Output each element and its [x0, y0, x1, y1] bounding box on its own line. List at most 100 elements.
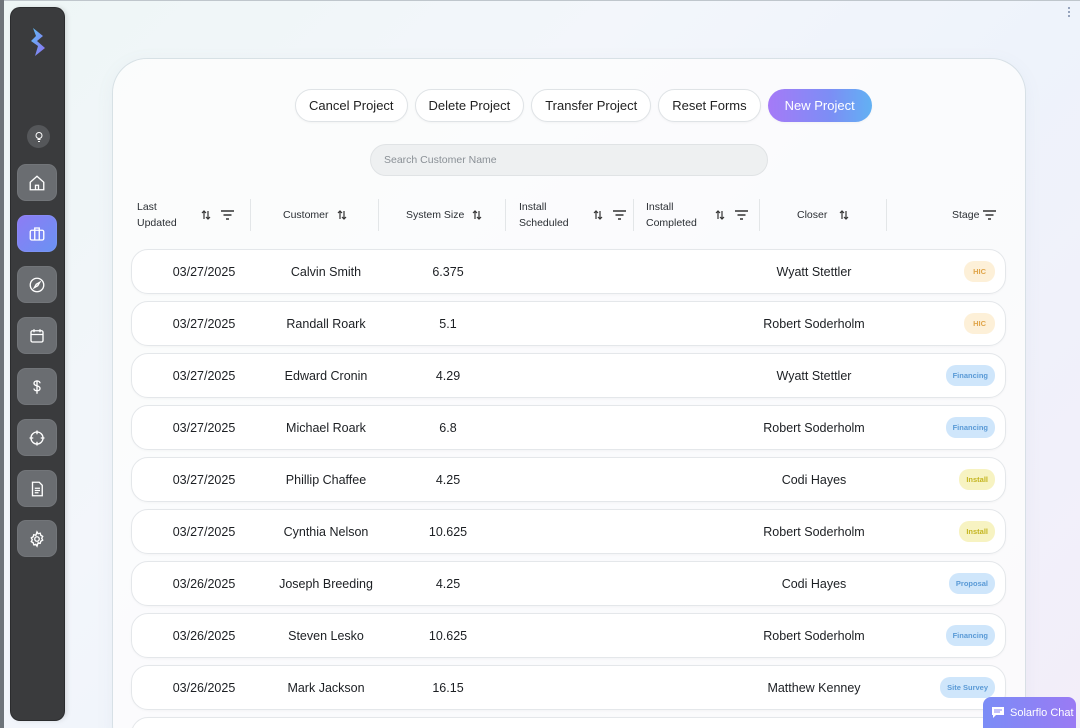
row-last-updated: 03/27/2025 [172, 316, 236, 331]
nav-finance-button[interactable] [17, 368, 57, 405]
row-stage: Site Survey [915, 666, 995, 709]
lightbulb-icon[interactable] [27, 125, 50, 148]
action-bar: Cancel Project Delete Project Transfer P… [295, 89, 872, 122]
row-customer: Steven Lesko [288, 628, 364, 643]
table-row[interactable]: 03/26/2025 Mark Jackson 16.15 Matthew Ke… [131, 665, 1006, 710]
filter-icon[interactable] [220, 210, 234, 220]
home-icon [29, 174, 45, 190]
table-row[interactable]: 03/26/2025 Steven Lesko 10.625 Robert So… [131, 613, 1006, 658]
sidebar [11, 8, 64, 720]
col-install-scheduled-label: Install Scheduled [519, 201, 569, 229]
row-last-updated: 03/26/2025 [172, 680, 236, 695]
calendar-icon [30, 328, 44, 343]
sort-icon[interactable] [472, 210, 482, 220]
chat-button[interactable]: Solarflo Chat [983, 697, 1076, 728]
sort-icon[interactable] [593, 210, 603, 220]
briefcase-icon [29, 226, 45, 241]
row-closer: Codi Hayes [781, 472, 847, 487]
table-row[interactable]: 03/27/2025 Phillip Chaffee 4.25 Codi Hay… [131, 457, 1006, 502]
reset-forms-button[interactable]: Reset Forms [658, 89, 761, 122]
sort-icon[interactable] [839, 210, 849, 220]
col-stage[interactable]: Stage [952, 199, 997, 231]
search-input[interactable] [370, 144, 768, 176]
row-customer: Joseph Breeding [279, 576, 373, 591]
col-install-scheduled[interactable]: Install Scheduled [519, 199, 626, 231]
row-customer: Mark Jackson [287, 680, 365, 695]
row-closer: Wyatt Stettler [776, 368, 852, 383]
filter-icon[interactable] [612, 210, 626, 220]
table-row[interactable]: 03/27/2025 Randall Roark 5.1 Robert Sode… [131, 301, 1006, 346]
new-project-button[interactable]: New Project [767, 89, 872, 122]
col-closer[interactable]: Closer [797, 199, 849, 231]
table-row[interactable]: 03/27/2025 Calvin Smith 6.375 Wyatt Stet… [131, 249, 1006, 294]
cancel-project-button[interactable]: Cancel Project [295, 89, 408, 122]
row-system-size: 4.25 [435, 472, 461, 487]
row-system-size: 16.15 [432, 680, 464, 695]
table-row[interactable]: 03/27/2025 Michael Roark 6.8 Robert Sode… [131, 405, 1006, 450]
col-install-completed-label: Install Completed [646, 201, 697, 229]
dollar-icon [33, 379, 41, 394]
col-customer-label: Customer [283, 209, 329, 221]
row-last-updated: 03/27/2025 [172, 472, 236, 487]
col-system-size[interactable]: System Size [406, 199, 482, 231]
nav-documents-button[interactable] [17, 470, 57, 507]
delete-project-button[interactable]: Delete Project [414, 89, 525, 122]
col-last-updated-label: Last Updated [137, 201, 177, 229]
filter-icon[interactable] [983, 210, 997, 220]
logo-icon[interactable] [27, 28, 49, 56]
row-last-updated: 03/27/2025 [172, 420, 236, 435]
table-row[interactable]: 03/27/2025 Cynthia Nelson 10.625 Robert … [131, 509, 1006, 554]
stage-badge: Install [959, 469, 995, 490]
column-divider [505, 199, 506, 231]
row-closer: Matthew Kenney [767, 680, 861, 695]
nav-home-button[interactable] [17, 164, 57, 201]
column-divider [886, 199, 887, 231]
row-system-size: 6.375 [432, 264, 464, 279]
nav-target-button[interactable] [17, 419, 57, 456]
col-system-size-label: System Size [406, 209, 465, 221]
row-last-updated: 03/27/2025 [172, 368, 236, 383]
row-system-size: 4.29 [435, 368, 461, 383]
table-header: Last Updated Customer System Size Instal… [131, 199, 1005, 231]
document-icon [31, 481, 43, 496]
col-last-updated[interactable]: Last Updated [137, 199, 234, 231]
sort-icon[interactable] [337, 210, 347, 220]
nav-calendar-button[interactable] [17, 317, 57, 354]
column-divider [250, 199, 251, 231]
nav-settings-button[interactable] [17, 520, 57, 557]
row-system-size: 10.625 [428, 524, 468, 539]
table-row[interactable] [131, 717, 1006, 728]
row-customer: Cynthia Nelson [283, 524, 369, 539]
row-last-updated: 03/27/2025 [172, 264, 236, 279]
row-closer: Robert Soderholm [763, 524, 865, 539]
col-closer-label: Closer [797, 209, 828, 221]
sort-icon[interactable] [715, 210, 725, 220]
row-last-updated: 03/26/2025 [172, 628, 236, 643]
filter-icon[interactable] [734, 210, 748, 220]
transfer-project-button[interactable]: Transfer Project [531, 89, 652, 122]
row-stage: HIC [915, 302, 995, 345]
stage-badge: Financing [945, 625, 995, 646]
row-stage: HIC [915, 250, 995, 293]
window-left-edge [0, 0, 4, 728]
stage-badge: HIC [964, 313, 995, 334]
table-row[interactable]: 03/26/2025 Joseph Breeding 4.25 Codi Hay… [131, 561, 1006, 606]
sort-icon[interactable] [201, 210, 211, 220]
col-stage-label: Stage [952, 209, 980, 221]
column-divider [633, 199, 634, 231]
stage-badge: Proposal [948, 573, 995, 594]
row-system-size: 4.25 [435, 576, 461, 591]
nav-projects-button[interactable] [17, 215, 57, 252]
row-system-size: 10.625 [428, 628, 468, 643]
stage-badge: Financing [945, 417, 995, 438]
nav-explore-button[interactable] [17, 266, 57, 303]
kebab-menu-icon[interactable] [1067, 7, 1071, 19]
row-stage: Install [915, 510, 995, 553]
col-customer[interactable]: Customer [283, 199, 347, 231]
table-row[interactable]: 03/27/2025 Edward Cronin 4.29 Wyatt Stet… [131, 353, 1006, 398]
row-stage: Financing [915, 406, 995, 449]
col-install-completed[interactable]: Install Completed [646, 199, 748, 231]
chat-icon [992, 707, 1004, 718]
stage-badge: HIC [964, 261, 995, 282]
compass-icon [29, 277, 45, 292]
